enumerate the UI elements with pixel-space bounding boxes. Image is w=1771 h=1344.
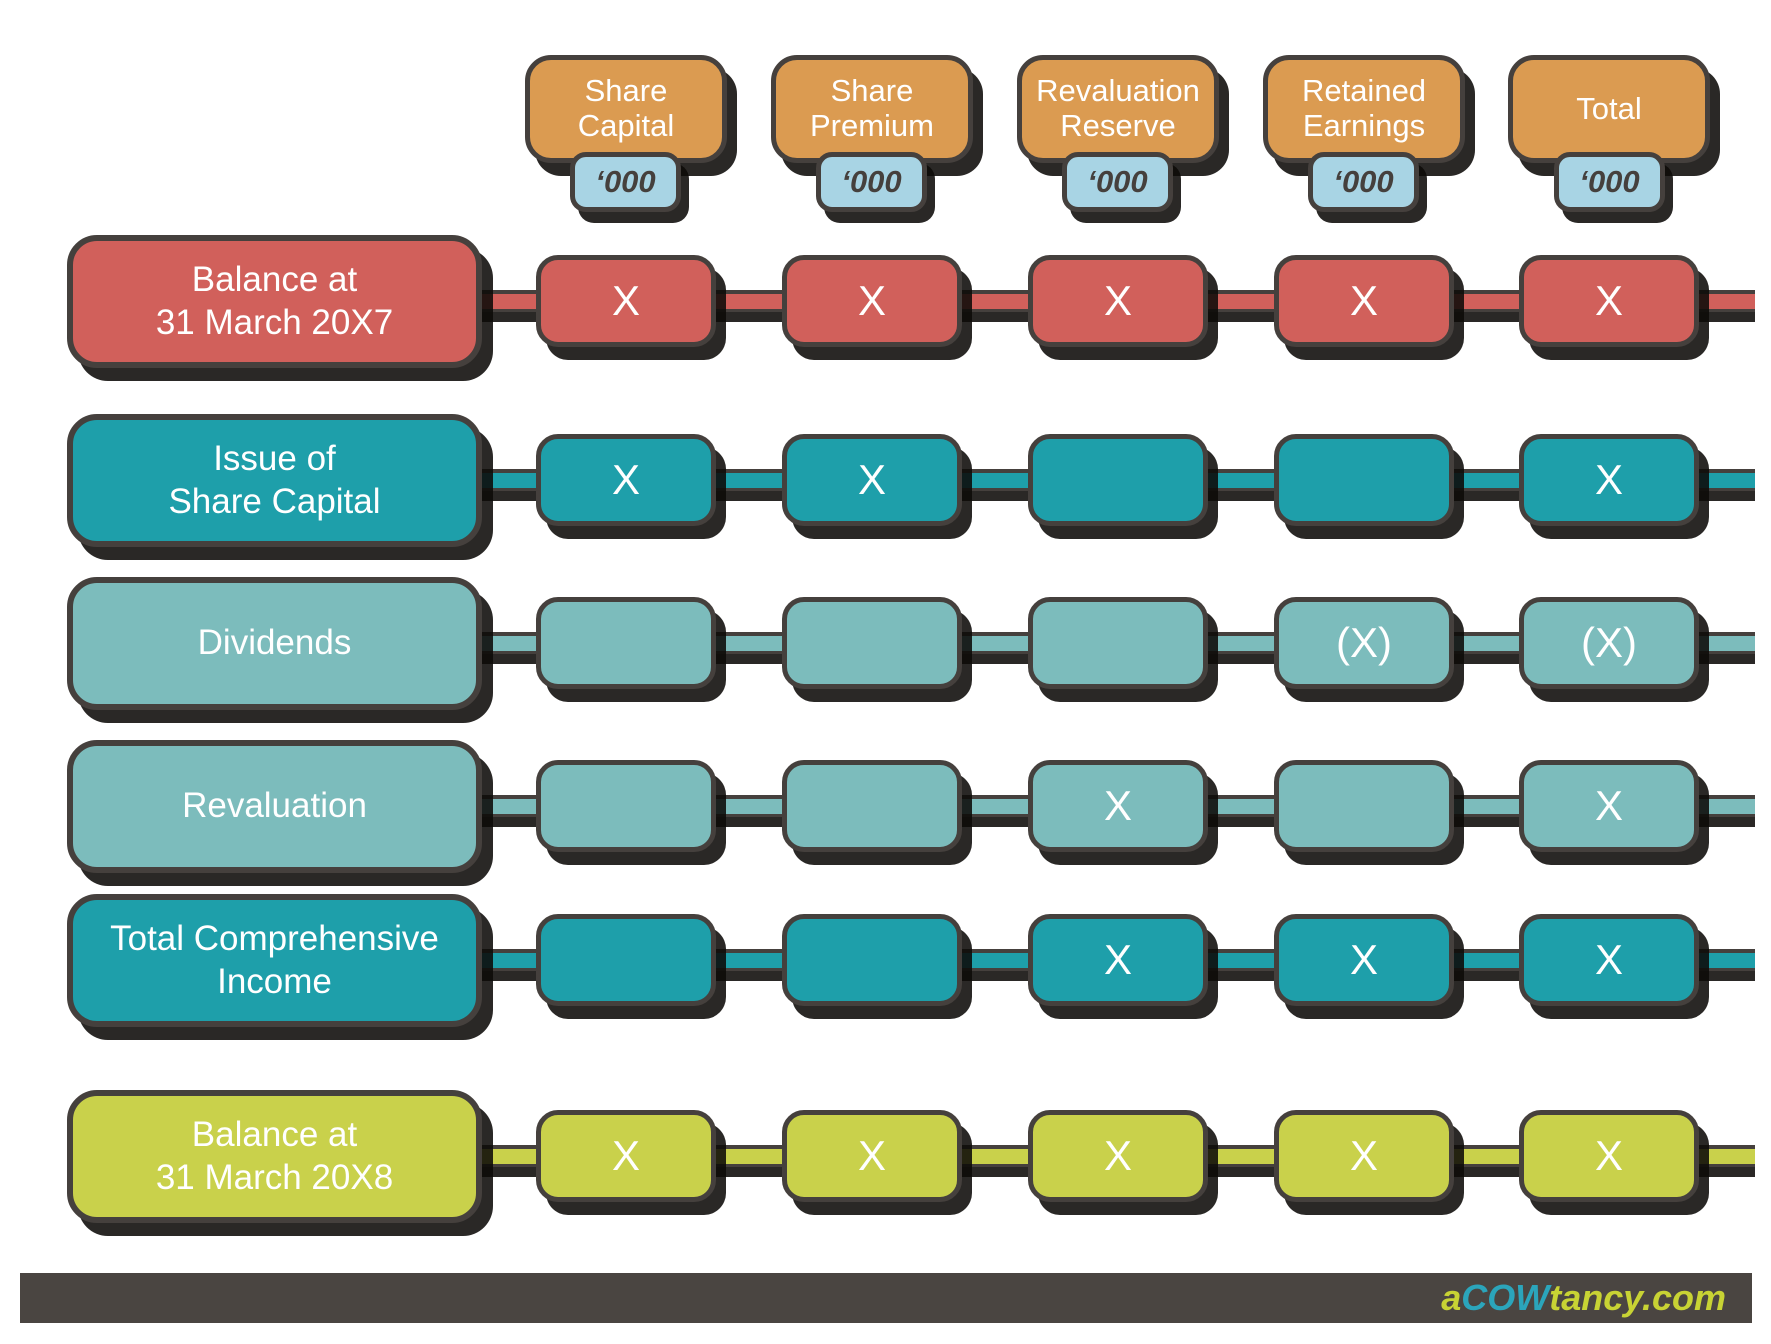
cell-share-premium: X — [782, 255, 962, 347]
row-label: Balance at 31 March 20X7 — [67, 235, 482, 368]
cell-revaluation-reserve: X — [1028, 760, 1208, 852]
thousands-badge: ‘000 — [1062, 152, 1173, 212]
row-balance-20x8: Balance at 31 March 20X8 X X X X X — [0, 1090, 1771, 1223]
cell-revaluation-reserve: X — [1028, 1110, 1208, 1202]
column-header-share-capital: Share Capital — [525, 55, 727, 163]
cell-share-premium — [782, 597, 962, 689]
cell-retained-earnings — [1274, 434, 1454, 526]
cell-total: X — [1519, 255, 1699, 347]
row-label: Balance at 31 March 20X8 — [67, 1090, 482, 1223]
row-label: Issue of Share Capital — [67, 414, 482, 547]
thousands-badge: ‘000 — [1554, 152, 1665, 212]
cell-share-premium — [782, 760, 962, 852]
cell-total: X — [1519, 914, 1699, 1006]
thousands-badge: ‘000 — [816, 152, 927, 212]
cell-retained-earnings: X — [1274, 914, 1454, 1006]
cell-share-premium — [782, 914, 962, 1006]
row-balance-20x7: Balance at 31 March 20X7 X X X X X — [0, 235, 1771, 368]
cell-share-capital — [536, 760, 716, 852]
cell-total: X — [1519, 760, 1699, 852]
footer-bar: aCOWtancy.com — [20, 1273, 1752, 1323]
brand-logo-cow: COW — [1461, 1277, 1550, 1318]
cell-total: (X) — [1519, 597, 1699, 689]
cell-total: X — [1519, 434, 1699, 526]
thousands-badge: ‘000 — [1308, 152, 1419, 212]
cell-share-premium: X — [782, 1110, 962, 1202]
column-header-share-premium: Share Premium — [771, 55, 973, 163]
cell-total: X — [1519, 1110, 1699, 1202]
column-header-revaluation-reserve: Revaluation Reserve — [1017, 55, 1219, 163]
cell-share-capital: X — [536, 434, 716, 526]
cell-revaluation-reserve: X — [1028, 914, 1208, 1006]
row-dividends: Dividends (X) (X) — [0, 577, 1771, 710]
row-label: Total Comprehensive Income — [67, 894, 482, 1027]
cell-retained-earnings: (X) — [1274, 597, 1454, 689]
thousands-badge: ‘000 — [570, 152, 681, 212]
row-label: Revaluation — [67, 740, 482, 873]
cell-share-capital — [536, 597, 716, 689]
row-label: Dividends — [67, 577, 482, 710]
cell-retained-earnings — [1274, 760, 1454, 852]
row-total-comprehensive-income: Total Comprehensive Income X X X — [0, 894, 1771, 1027]
row-revaluation: Revaluation X X — [0, 740, 1771, 873]
cell-revaluation-reserve — [1028, 597, 1208, 689]
cell-retained-earnings: X — [1274, 255, 1454, 347]
brand-logo-prefix: a — [1441, 1277, 1462, 1318]
cell-share-capital — [536, 914, 716, 1006]
cell-retained-earnings: X — [1274, 1110, 1454, 1202]
brand-logo: aCOWtancy.com — [1441, 1277, 1726, 1319]
cell-revaluation-reserve: X — [1028, 255, 1208, 347]
cell-revaluation-reserve — [1028, 434, 1208, 526]
cell-share-capital: X — [536, 1110, 716, 1202]
cell-share-capital: X — [536, 255, 716, 347]
brand-logo-suffix: tancy.com — [1549, 1277, 1726, 1318]
column-header-total: Total — [1508, 55, 1710, 163]
column-header-retained-earnings: Retained Earnings — [1263, 55, 1465, 163]
cell-share-premium: X — [782, 434, 962, 526]
row-issue-share-capital: Issue of Share Capital X X X — [0, 414, 1771, 547]
